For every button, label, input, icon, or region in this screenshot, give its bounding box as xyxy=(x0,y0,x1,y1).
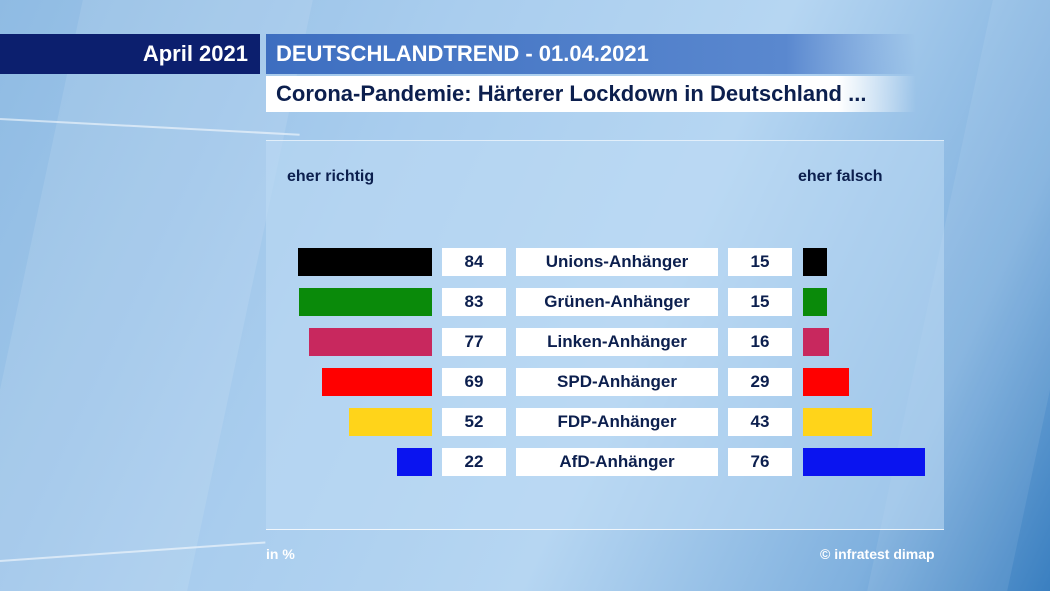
value-eher-richtig: 22 xyxy=(442,448,506,476)
category-label: AfD-Anhänger xyxy=(516,448,718,476)
category-label: SPD-Anhänger xyxy=(516,368,718,396)
footer-unit: in % xyxy=(266,546,295,562)
value-eher-richtig: 52 xyxy=(442,408,506,436)
header-subtitle: Corona-Pandemie: Härterer Lockdown in De… xyxy=(266,76,916,112)
value-eher-falsch: 43 xyxy=(728,408,792,436)
category-label: FDP-Anhänger xyxy=(516,408,718,436)
bar-eher-falsch xyxy=(803,328,829,356)
footer-source: © infratest dimap xyxy=(820,546,935,562)
value-eher-richtig: 84 xyxy=(442,248,506,276)
category-label: Grünen-Anhänger xyxy=(516,288,718,316)
bar-eher-falsch xyxy=(803,368,850,396)
legend-left-label: eher richtig xyxy=(287,168,375,185)
legend-right-label: eher falsch xyxy=(798,168,883,185)
value-eher-falsch: 15 xyxy=(728,288,792,316)
header-date: April 2021 xyxy=(0,34,260,74)
bar-eher-richtig xyxy=(297,248,432,276)
bar-eher-richtig xyxy=(396,448,432,476)
bar-eher-falsch xyxy=(803,448,925,476)
bar-eher-falsch xyxy=(803,248,827,276)
bar-eher-richtig xyxy=(321,368,432,396)
value-eher-richtig: 69 xyxy=(442,368,506,396)
bar-eher-falsch xyxy=(803,288,827,316)
category-label: Unions-Anhänger xyxy=(516,248,718,276)
header-trend-title: DEUTSCHLANDTREND - 01.04.2021 xyxy=(266,34,916,74)
value-eher-falsch: 15 xyxy=(728,248,792,276)
value-eher-falsch: 76 xyxy=(728,448,792,476)
category-label: Linken-Anhänger xyxy=(516,328,718,356)
value-eher-falsch: 29 xyxy=(728,368,792,396)
bar-eher-richtig xyxy=(308,328,432,356)
value-eher-richtig: 77 xyxy=(442,328,506,356)
value-eher-richtig: 83 xyxy=(442,288,506,316)
value-eher-falsch: 16 xyxy=(728,328,792,356)
bar-eher-richtig xyxy=(348,408,432,436)
bar-eher-richtig xyxy=(299,288,432,316)
bar-eher-falsch xyxy=(803,408,872,436)
